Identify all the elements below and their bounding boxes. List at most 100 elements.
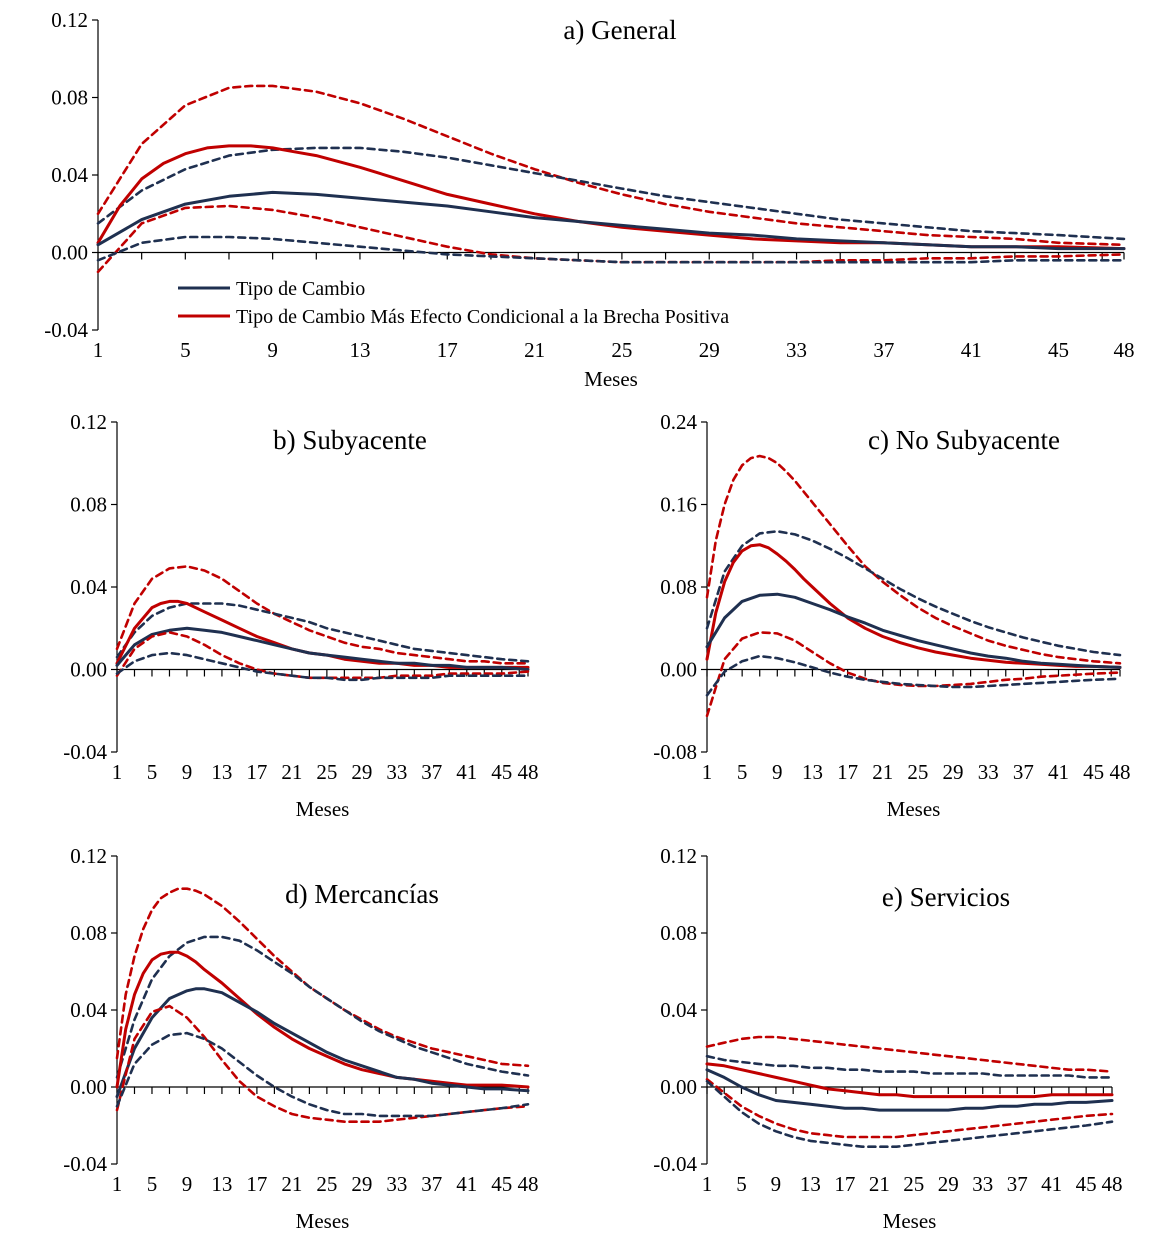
y-tick-label: 0.08	[51, 86, 88, 110]
x-tick-label: 33	[972, 1172, 993, 1196]
x-tick-label: 9	[182, 1172, 193, 1196]
y-tick-label: 0.00	[660, 1075, 697, 1099]
x-tick-label: 45	[1083, 760, 1104, 784]
impulse-response-conditional	[705, 1062, 1114, 1099]
x-tick-label: 25	[903, 1172, 924, 1196]
x-tick-label: 5	[736, 1172, 747, 1196]
impulse-response-exchange-rate	[705, 1068, 1114, 1112]
x-tick-label: 1	[702, 1172, 713, 1196]
y-tick-label: 0.08	[70, 921, 107, 945]
panel-title: b) Subyacente	[273, 425, 427, 455]
x-tick-label: 37	[421, 760, 442, 784]
x-tick-label: 41	[456, 1172, 477, 1196]
x-tick-label: 1	[93, 338, 104, 362]
x-tick-label: 37	[421, 1172, 442, 1196]
impulse-response-conditional	[96, 144, 1126, 251]
x-tick-label: 9	[772, 760, 783, 784]
y-tick-label: 0.04	[70, 575, 107, 599]
y-tick-label: 0.12	[660, 844, 697, 868]
x-tick-label: 29	[938, 1172, 959, 1196]
panel-title: d) Mercancías	[285, 879, 439, 909]
x-tick-label: 48	[1114, 338, 1135, 362]
x-tick-label: 33	[786, 338, 807, 362]
x-tick-label: 1	[702, 760, 713, 784]
x-axis-title: Meses	[296, 1209, 350, 1233]
x-tick-label: 25	[907, 760, 928, 784]
x-tick-label: 48	[518, 1172, 539, 1196]
panel-title: e) Servicios	[882, 882, 1010, 912]
x-tick-label: 45	[1076, 1172, 1097, 1196]
x-tick-label: 48	[518, 760, 539, 784]
x-tick-label: 37	[1007, 1172, 1028, 1196]
impulse-response-exchange-rate	[115, 626, 530, 671]
x-tick-label: 13	[800, 1172, 821, 1196]
x-tick-label: 41	[456, 760, 477, 784]
x-tick-label: 25	[611, 338, 632, 362]
x-axis-title: Meses	[296, 797, 350, 821]
x-tick-label: 9	[267, 338, 278, 362]
x-tick-label: 29	[351, 1172, 372, 1196]
y-tick-label: -0.04	[63, 740, 107, 764]
legend-label-conditional: Tipo de Cambio Más Efecto Condicional a …	[236, 306, 729, 328]
impulse-response-conditional	[705, 543, 1122, 669]
x-tick-label: 5	[147, 760, 158, 784]
x-tick-label: 48	[1102, 1172, 1123, 1196]
y-tick-label: 0.08	[660, 921, 697, 945]
confidence-band-exchange-rate	[115, 651, 530, 682]
y-tick-label: 0.16	[660, 493, 697, 517]
y-tick-label: 0.04	[660, 998, 697, 1022]
confidence-band-conditional	[705, 454, 1122, 665]
x-tick-label: 13	[211, 1172, 232, 1196]
x-tick-label: 41	[961, 338, 982, 362]
x-tick-label: 21	[281, 760, 302, 784]
y-tick-label: -0.04	[44, 318, 88, 342]
x-tick-label: 29	[351, 760, 372, 784]
x-tick-label: 29	[699, 338, 720, 362]
impulse-response-exchange-rate	[96, 190, 1126, 251]
x-tick-label: 29	[943, 760, 964, 784]
x-tick-label: 45	[491, 760, 512, 784]
x-tick-label: 5	[180, 338, 191, 362]
y-tick-label: -0.04	[653, 1152, 697, 1176]
y-tick-label: -0.08	[653, 740, 697, 764]
confidence-band-exchange-rate	[96, 235, 1126, 264]
legend-label-exchange-rate: Tipo de Cambio	[236, 278, 365, 300]
panel-no-subyacente: 0.24 0.16 0.08 0.00 -0.081 5 9 13 17 21 25 29 33 37 41…	[653, 410, 1130, 821]
x-tick-label: 21	[281, 1172, 302, 1196]
x-tick-label: 9	[771, 1172, 782, 1196]
x-tick-label: 1	[112, 760, 123, 784]
y-tick-label: 0.08	[660, 575, 697, 599]
x-tick-label: 25	[316, 1172, 337, 1196]
x-axis-title: Meses	[584, 367, 638, 391]
y-tick-label: 0.00	[660, 658, 697, 682]
y-tick-label: -0.04	[63, 1152, 107, 1176]
confidence-band-exchange-rate	[115, 602, 530, 663]
y-tick-label: 0.04	[70, 998, 107, 1022]
confidence-band-exchange-rate	[705, 529, 1122, 657]
y-tick-label: 0.08	[70, 493, 107, 517]
x-tick-label: 13	[211, 760, 232, 784]
x-tick-label: 17	[437, 338, 458, 362]
confidence-band-exchange-rate	[115, 935, 530, 1079]
x-tick-label: 33	[386, 760, 407, 784]
x-tick-label: 45	[1048, 338, 1069, 362]
x-tick-label: 41	[1048, 760, 1069, 784]
x-tick-label: 37	[1013, 760, 1034, 784]
confidence-band-conditional	[705, 1078, 1114, 1139]
y-tick-label: 0.12	[70, 844, 107, 868]
y-tick-label: 0.04	[51, 163, 88, 187]
impulse-response-conditional	[115, 950, 530, 1089]
x-tick-label: 21	[869, 1172, 890, 1196]
x-tick-label: 33	[386, 1172, 407, 1196]
panel-mercancias: 0.12 0.08 0.04 0.00 -0.041 5 9 13 17 21 25 29 33 37 41…	[63, 844, 538, 1233]
panel-subyacente: 0.12 0.08 0.04 0.00 -0.041 5 9 13 17 21 25 29 33 37 41…	[63, 410, 538, 821]
x-tick-label: 25	[316, 760, 337, 784]
x-tick-label: 5	[147, 1172, 158, 1196]
x-axis-title: Meses	[887, 797, 941, 821]
x-tick-label: 21	[872, 760, 893, 784]
y-tick-label: 0.00	[70, 1075, 107, 1099]
y-tick-label: 0.00	[51, 241, 88, 265]
x-tick-label: 13	[802, 760, 823, 784]
panel-general: 0.12 0.08 0.04 0.00 -0.041 5 9 13 17 21 25 29 33 37 41…	[44, 8, 1134, 391]
